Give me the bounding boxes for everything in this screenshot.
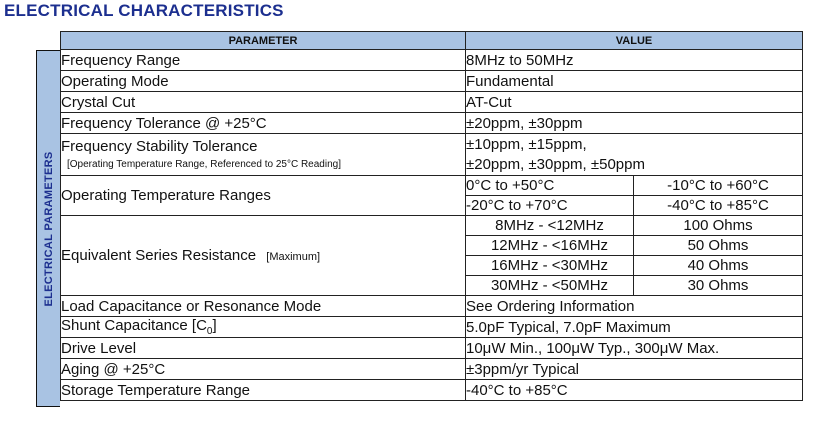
op-temp-value-3: -20°C to +70°C	[465, 195, 634, 216]
value-load-capacitance: See Ordering Information	[465, 295, 803, 317]
header-value: VALUE	[465, 31, 803, 50]
table-row: 16MHz - <30MHz 40 Ohms	[61, 255, 803, 276]
table-header-row: PARAMETER VALUE	[60, 31, 803, 50]
op-temp-value-4: -40°C to +85°C	[633, 195, 803, 216]
electrical-characteristics-table: PARAMETER VALUE Frequency Range 8MHz to …	[60, 31, 803, 401]
page-title: ELECTRICAL CHARACTERISTICS	[4, 1, 284, 20]
table-row: Frequency Tolerance @ +25°C ±20ppm, ±30p…	[60, 112, 803, 134]
header-parameter: PARAMETER	[60, 31, 466, 50]
esr-ohms: 30 Ohms	[633, 275, 803, 296]
value-shunt-capacitance: 5.0pF Typical, 7.0pF Maximum	[465, 316, 803, 338]
value-storage-temperature: -40°C to +85°C	[465, 379, 803, 401]
value-drive-level: 10μW Min., 100μW Typ., 300μW Max.	[465, 337, 803, 359]
param-shunt-capacitance: Shunt Capacitance [C0]	[60, 316, 466, 338]
value-crystal-cut: AT-Cut	[465, 91, 803, 113]
param-shunt-bracket: ]	[212, 317, 217, 335]
value-frequency-range: 8MHz to 50MHz	[465, 49, 803, 71]
param-load-capacitance: Load Capacitance or Resonance Mode	[60, 295, 466, 317]
esr-ohms: 40 Ohms	[633, 255, 803, 276]
value-frequency-stability-line2: ±20ppm, ±30ppm, ±50ppm	[466, 155, 645, 173]
table-row: Frequency Stability Tolerance [Operating…	[60, 133, 803, 176]
table-row: Operating Mode Fundamental	[60, 70, 803, 92]
param-drive-level: Drive Level	[60, 337, 466, 359]
table-row: Shunt Capacitance [C0] 5.0pF Typical, 7.…	[60, 316, 803, 338]
table-row: Frequency Range 8MHz to 50MHz	[60, 49, 803, 71]
value-frequency-stability: ±10ppm, ±15ppm, ±20ppm, ±30ppm, ±50ppm	[465, 133, 803, 176]
esr-range: 16MHz - <30MHz	[465, 255, 634, 276]
side-label: ELECTRICAL PARAMETERS	[42, 150, 55, 307]
table-row: Load Capacitance or Resonance Mode See O…	[60, 295, 803, 317]
param-shunt-label: Shunt Capacitance [C	[61, 317, 207, 335]
esr-range: 8MHz - <12MHz	[465, 215, 634, 236]
op-temp-value-2: -10°C to +60°C	[633, 175, 803, 196]
param-esr-label: Equivalent Series Resistance	[61, 247, 257, 264]
table-row: Operating Temperature Ranges 0°C to +50°…	[60, 175, 803, 216]
param-operating-temperature: Operating Temperature Ranges	[60, 175, 466, 216]
esr-range: 12MHz - <16MHz	[465, 235, 634, 256]
table-row: Aging @ +25°C ±3ppm/yr Typical	[60, 358, 803, 380]
esr-range: 30MHz - <50MHz	[465, 275, 634, 296]
param-frequency-range: Frequency Range	[60, 49, 466, 71]
param-aging: Aging @ +25°C	[60, 358, 466, 380]
esr-ohms: 100 Ohms	[633, 215, 803, 236]
value-frequency-stability-line1: ±10ppm, ±15ppm,	[466, 135, 587, 153]
op-temp-value-1: 0°C to +50°C	[465, 175, 634, 196]
param-frequency-stability-label: Frequency Stability Tolerance	[61, 137, 258, 155]
param-operating-mode: Operating Mode	[60, 70, 466, 92]
table-row: Storage Temperature Range -40°C to +85°C	[60, 379, 803, 401]
value-frequency-tolerance: ±20ppm, ±30ppm	[465, 112, 803, 134]
param-frequency-stability: Frequency Stability Tolerance [Operating…	[60, 133, 466, 176]
value-aging: ±3ppm/yr Typical	[465, 358, 803, 380]
param-storage-temperature: Storage Temperature Range	[60, 379, 466, 401]
param-frequency-stability-note: [Operating Temperature Range, Referenced…	[67, 158, 341, 170]
param-esr-note: [Maximum]	[266, 251, 321, 263]
param-frequency-tolerance: Frequency Tolerance @ +25°C	[60, 112, 466, 134]
sidebar-label-band: ELECTRICAL PARAMETERS	[36, 50, 60, 407]
param-crystal-cut: Crystal Cut	[60, 91, 466, 113]
table-row: Drive Level 10μW Min., 100μW Typ., 300μW…	[60, 337, 803, 359]
table-row: Equivalent Series Resistance [Maximum] 8…	[60, 215, 803, 296]
esr-ohms: 50 Ohms	[633, 235, 803, 256]
table-row: Crystal Cut AT-Cut	[60, 91, 803, 113]
param-shunt-subscript: 0	[206, 326, 213, 337]
value-operating-mode: Fundamental	[465, 70, 803, 92]
param-equivalent-series-resistance: Equivalent Series Resistance [Maximum]	[60, 215, 466, 296]
